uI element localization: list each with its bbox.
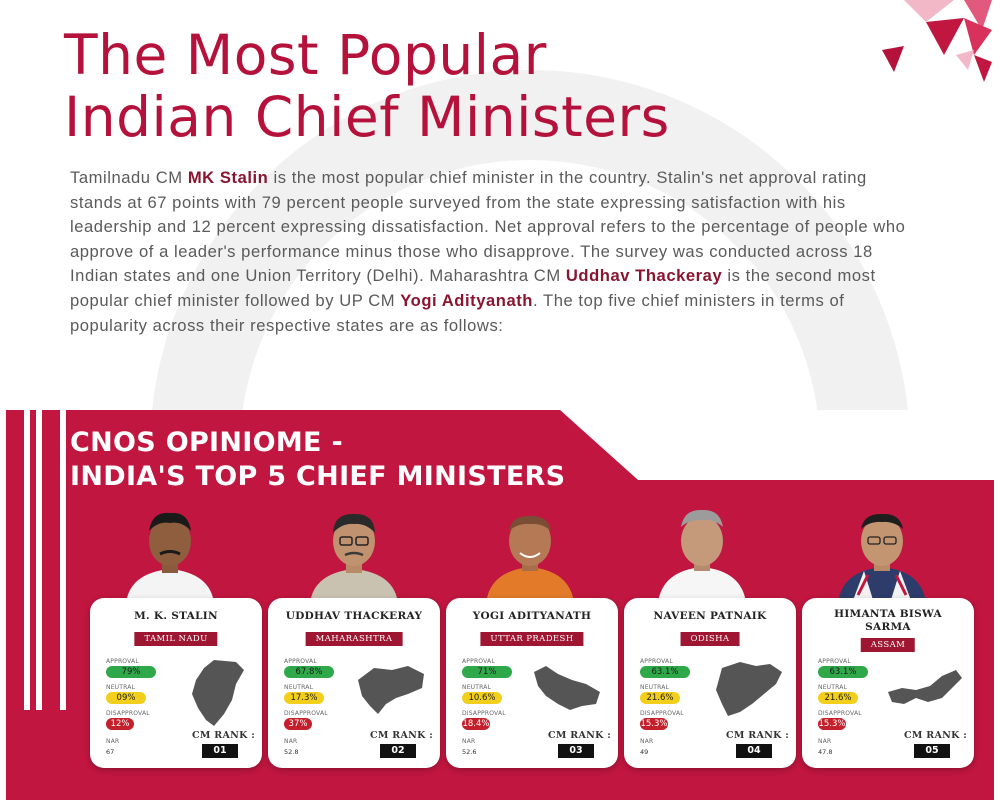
page-title-line-2: Indian Chief Ministers — [64, 85, 670, 149]
tamil-nadu-map-icon — [192, 660, 244, 726]
state-badge: ASSAM — [860, 638, 916, 652]
neutral-label: NEUTRAL — [284, 684, 314, 691]
cm-rank-value: 05 — [914, 744, 950, 758]
disapproval-label: DISAPPROVAL — [818, 710, 862, 717]
cm-rank-label: CM RANK : — [192, 730, 256, 741]
cm-rank-label: CM RANK : — [370, 730, 434, 741]
assam-map-icon — [888, 670, 962, 704]
banner-heading-line-1: CNOS OPINIOME - — [70, 427, 344, 458]
disapproval-value: 18.4% — [462, 718, 490, 730]
neutral-value: 09% — [106, 692, 146, 704]
disapproval-label: DISAPPROVAL — [284, 710, 328, 717]
cm-rank-label: CM RANK : — [904, 730, 968, 741]
minister-card-patnaik: NAVEEN PATNAIK ODISHA APPROVAL 63.1% NEU… — [624, 598, 796, 768]
cm-rank-value: 01 — [202, 744, 238, 758]
minister-name: NAVEEN PATNAIK — [653, 610, 767, 622]
banner-stripe — [24, 410, 30, 710]
disapproval-label: DISAPPROVAL — [462, 710, 506, 717]
approval-label: APPROVAL — [818, 658, 851, 665]
intro-text-3: is the second most popular chief ministe… — [70, 266, 876, 310]
disapproval-value: 15.3% — [640, 718, 668, 730]
nar-label: NAR — [462, 738, 476, 745]
neutral-value: 17.3% — [284, 692, 324, 704]
intro-text-4: . The top five chief ministers in terms … — [70, 290, 845, 335]
nar-value: 49 — [640, 748, 649, 756]
approval-value: 63.1% — [640, 666, 690, 678]
approval-label: APPROVAL — [640, 658, 673, 665]
stalin-portrait — [126, 512, 214, 603]
neutral-value: 21.6% — [640, 692, 680, 704]
nar-label: NAR — [284, 738, 298, 745]
nar-value: 47.8 — [818, 748, 833, 756]
triangle-decoration-icon — [882, 0, 992, 82]
approval-value: 63.1% — [818, 666, 868, 678]
adityanath-portrait — [486, 515, 574, 603]
neutral-value: 21.6% — [818, 692, 858, 704]
neutral-label: NEUTRAL — [640, 684, 670, 691]
page-title: The Most Popular Indian Chief Ministers — [64, 24, 670, 148]
intro-paragraph: Tamilnadu CM MK Stalin is the most popul… — [70, 166, 910, 338]
maharashtra-map-icon — [358, 666, 424, 714]
uttar-pradesh-map-icon — [534, 666, 600, 710]
nar-value: 52.6 — [462, 748, 477, 756]
neutral-label: NEUTRAL — [462, 684, 492, 691]
minister-card-thackeray: UDDHAV THACKERAY MAHARASHTRA APPROVAL 67… — [268, 598, 440, 768]
approval-label: APPROVAL — [462, 658, 495, 665]
banner-heading: CNOS OPINIOME - INDIA'S TOP 5 CHIEF MINI… — [70, 426, 565, 494]
approval-value: 79% — [106, 666, 156, 678]
approval-label: APPROVAL — [106, 658, 139, 665]
disapproval-label: DISAPPROVAL — [640, 710, 684, 717]
highlight-stalin: MK Stalin — [187, 168, 269, 187]
neutral-value: 10.6% — [462, 692, 502, 704]
highlight-thackeray: Uddhav Thackeray — [565, 266, 723, 286]
minister-name: HIMANTA BISWA SARMA — [834, 608, 942, 633]
banner-stripe — [36, 410, 42, 710]
state-badge: TAMIL NADU — [134, 632, 218, 646]
disapproval-value: 12% — [106, 718, 134, 730]
minister-name: YOGI ADITYANATH — [472, 610, 592, 622]
nar-label: NAR — [818, 738, 832, 745]
neutral-label: NEUTRAL — [106, 684, 136, 691]
page-title-line-1: The Most Popular — [64, 23, 547, 87]
nar-value: 52.8 — [284, 748, 299, 756]
approval-label: APPROVAL — [284, 658, 317, 665]
banner-heading-line-2: INDIA'S TOP 5 CHIEF MINISTERS — [70, 461, 566, 492]
odisha-map-icon — [716, 662, 782, 716]
state-badge: UTTAR PRADESH — [480, 632, 584, 646]
state-badge: MAHARASHTRA — [305, 632, 403, 646]
sarma-portrait — [838, 513, 926, 603]
minister-card-sarma: HIMANTA BISWA SARMA ASSAM APPROVAL 63.1%… — [802, 598, 974, 768]
cm-rank-label: CM RANK : — [726, 730, 790, 741]
thackeray-portrait — [310, 513, 398, 603]
banner-notch — [560, 410, 994, 480]
cm-rank-value: 03 — [558, 744, 594, 758]
minister-name: M. K. STALIN — [134, 610, 218, 622]
banner-stripe — [60, 410, 66, 710]
minister-card-stalin: M. K. STALIN TAMIL NADU APPROVAL 79% NEU… — [90, 598, 262, 768]
cm-rank-label: CM RANK : — [548, 730, 612, 741]
disapproval-value: 37% — [284, 718, 312, 730]
nar-value: 67 — [106, 748, 115, 756]
disapproval-label: DISAPPROVAL — [106, 710, 150, 717]
neutral-label: NEUTRAL — [818, 684, 848, 691]
approval-value: 67.8% — [284, 666, 334, 678]
minister-name: UDDHAV THACKERAY — [285, 610, 423, 622]
state-badge: ODISHA — [680, 632, 740, 646]
cm-rank-value: 04 — [736, 744, 772, 758]
intro-text-2: is the most popular chief minister in th… — [70, 168, 906, 286]
highlight-adityanath: Yogi Adityanath — [400, 290, 533, 310]
intro-text-1: Tamilnadu CM — [70, 168, 188, 187]
nar-label: NAR — [106, 738, 120, 745]
cm-rank-value: 02 — [380, 744, 416, 758]
disapproval-value: 15.3% — [818, 718, 846, 730]
patnaik-portrait — [658, 509, 746, 603]
approval-value: 71% — [462, 666, 512, 678]
nar-label: NAR — [640, 738, 654, 745]
minister-card-adityanath: YOGI ADITYANATH UTTAR PRADESH APPROVAL 7… — [446, 598, 618, 768]
